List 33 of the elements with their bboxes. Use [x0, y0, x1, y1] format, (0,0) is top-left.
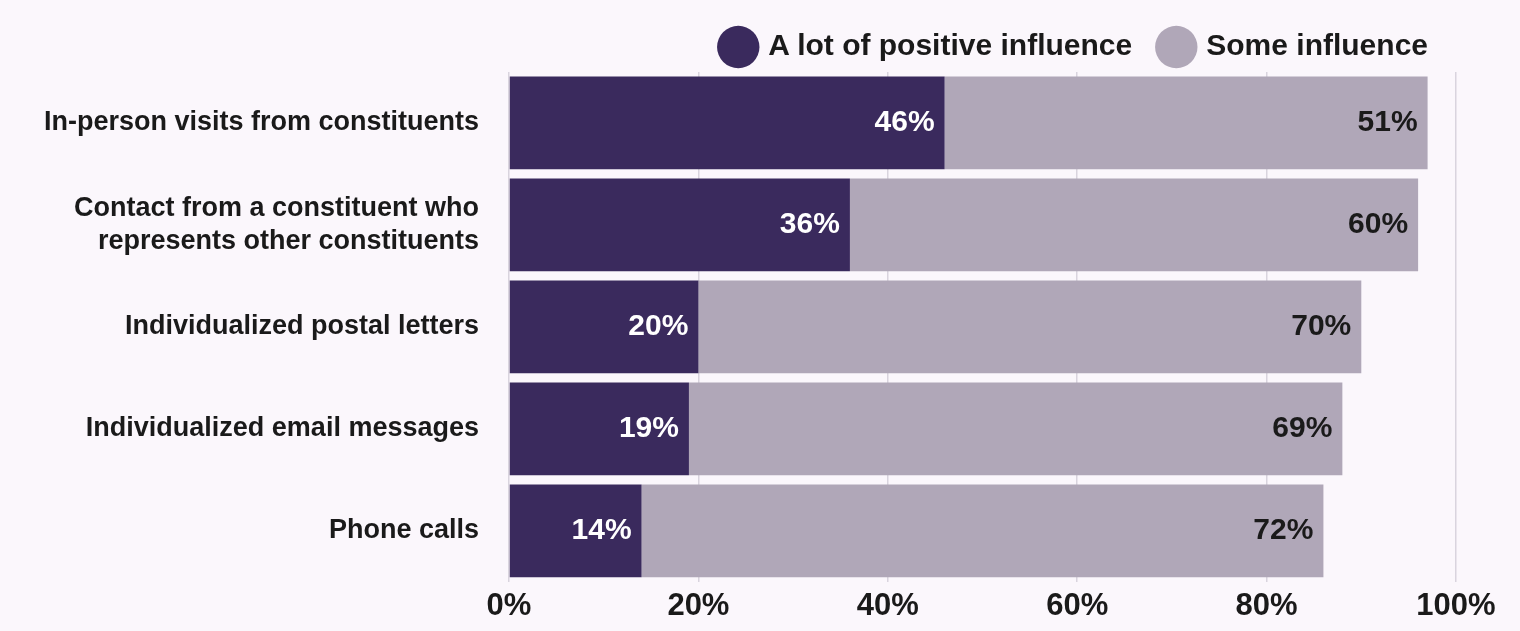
bar [688, 382, 1343, 476]
bar [509, 382, 689, 476]
bar [509, 484, 642, 578]
legend-label: A lot of positive influence [768, 28, 1133, 62]
legend-label: Some influence [1206, 28, 1428, 62]
data-label: 19% [618, 410, 679, 444]
bar [641, 484, 1324, 578]
y-tick-label: Individualized email messages [85, 412, 479, 443]
x-tick-label: 100% [1416, 586, 1496, 622]
bar [944, 76, 1428, 170]
data-label: 46% [874, 104, 935, 138]
data-label: 60% [1348, 206, 1409, 240]
x-tick-label: 20% [667, 586, 730, 622]
y-tick-label: Phone calls [328, 514, 479, 545]
bar [849, 178, 1419, 272]
x-tick-label: 80% [1235, 586, 1298, 622]
data-label: 69% [1272, 410, 1333, 444]
bar [509, 76, 945, 170]
bar [698, 280, 1362, 374]
data-label: 51% [1357, 104, 1418, 138]
data-label: 72% [1253, 512, 1314, 546]
data-label: 14% [571, 512, 632, 546]
data-label: 20% [628, 308, 689, 342]
y-tick-label: Individualized postal letters [124, 310, 479, 341]
x-tick-label: 60% [1046, 586, 1109, 622]
bar [509, 280, 699, 374]
data-label: 70% [1291, 308, 1352, 342]
data-label: 36% [779, 206, 840, 240]
x-tick-label: 40% [856, 586, 919, 622]
bar [509, 178, 850, 272]
y-tick-label: In-person visits from constituents [43, 106, 479, 137]
y-tick-label: Contact from a constituent who represents other constituents [74, 192, 479, 255]
x-tick-label: 0% [486, 586, 532, 622]
